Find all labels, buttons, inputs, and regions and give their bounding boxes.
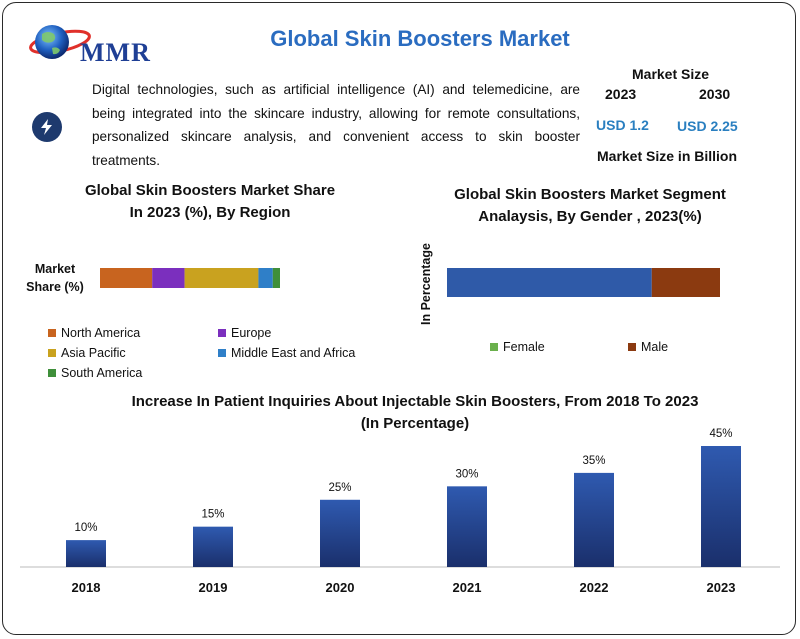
inquiries-tick-label-2020: 2020 xyxy=(326,580,355,595)
inquiries-tick-label-2019: 2019 xyxy=(199,580,228,595)
region-legend-item-north-america: North America xyxy=(48,326,140,340)
region-bar-segment-north-america xyxy=(100,268,153,288)
legend-label: Asia Pacific xyxy=(61,346,126,360)
lightning-icon xyxy=(32,112,62,142)
region-bar-segment-europe xyxy=(152,268,185,288)
market-size-unit: Market Size in Billion xyxy=(597,148,738,164)
gender-bar-segment-female xyxy=(447,268,652,297)
legend-label: North America xyxy=(61,326,141,340)
market-size-value-2030: USD 2.25 xyxy=(677,118,738,134)
logo-text: MMR xyxy=(80,38,151,67)
inquiries-data-label-2019: 15% xyxy=(201,509,224,521)
inquiries-bar-2021 xyxy=(447,486,487,567)
page-title: Global Skin Boosters Market xyxy=(270,26,570,51)
inquiries-chart-title: Increase In Patient Inquiries About Inje… xyxy=(0,391,800,435)
region-chart-category-label-line2: Share (%) xyxy=(26,280,84,294)
inquiries-bar-2020 xyxy=(320,499,360,567)
legend-label: Europe xyxy=(231,326,272,340)
gender-chart-title-line2: Analaysis, By Gender , 2023(%) xyxy=(478,208,702,225)
region-chart-title: Global Skin Boosters Market Share In 202… xyxy=(60,180,360,224)
legend-swatch xyxy=(218,329,226,337)
inquiries-tick-label-2023: 2023 xyxy=(707,580,736,595)
region-chart-title-line1: Global Skin Boosters Market Share xyxy=(84,182,336,199)
inquiries-tick-label-2021: 2021 xyxy=(453,580,482,595)
legend-swatch xyxy=(218,349,226,357)
gender-legend-item-male: Male xyxy=(628,340,668,354)
legend-swatch xyxy=(48,329,56,337)
region-bar-segment-asia-pacific xyxy=(184,268,259,288)
gender-chart-title: Global Skin Boosters Market Segment Anal… xyxy=(420,184,760,228)
legend-swatch xyxy=(490,343,498,351)
region-bar-segment-middle-east-and-africa xyxy=(258,268,273,288)
inquiries-data-label-2020: 25% xyxy=(328,482,351,494)
inquiries-data-label-2022: 35% xyxy=(582,455,605,467)
region-chart-category-label-line1: Market xyxy=(34,262,76,276)
region-legend-item-asia-pacific: Asia Pacific xyxy=(48,346,126,360)
market-size-title: Market Size xyxy=(632,66,710,82)
legend-label: Female xyxy=(503,340,545,354)
inquiries-tick-label-2018: 2018 xyxy=(72,580,101,595)
inquiries-bar-2019 xyxy=(193,526,233,567)
market-size-year-2030: 2030 xyxy=(699,86,731,102)
market-size-value-2023: USD 1.2 xyxy=(596,117,649,133)
inquiries-data-label-2018: 10% xyxy=(74,522,97,534)
mmr-logo: MMR xyxy=(22,18,172,68)
region-chart-title-line2: In 2023 (%), By Region xyxy=(129,204,291,221)
description-text: Digital technologies, such as artificial… xyxy=(92,82,580,168)
region-bar-segment-south-america xyxy=(272,268,280,288)
legend-label: South America xyxy=(61,366,143,380)
inquiries-bar-2022 xyxy=(574,472,614,567)
inquiries-bar-2023 xyxy=(701,446,741,567)
region-legend-item-europe: Europe xyxy=(218,326,271,340)
legend-swatch xyxy=(48,369,56,377)
region-legend-item-south-america: South America xyxy=(48,366,142,380)
region-legend-item-middle-east-and-africa: Middle East and Africa xyxy=(218,346,355,360)
inquiries-bar-2018 xyxy=(66,540,106,567)
inquiries-data-label-2023: 45% xyxy=(709,428,732,440)
gender-bar-segment-male xyxy=(651,268,720,297)
legend-label: Middle East and Africa xyxy=(231,346,356,360)
globe-icon xyxy=(29,25,91,59)
inquiries-tick-label-2022: 2022 xyxy=(580,580,609,595)
market-size-year-2023: 2023 xyxy=(605,86,637,102)
legend-swatch xyxy=(628,343,636,351)
region-chart-category-label: Market Share (%) xyxy=(20,260,90,296)
legend-swatch xyxy=(48,349,56,357)
inquiries-chart-title-line1: Increase In Patient Inquiries About Inje… xyxy=(131,393,699,410)
inquiries-data-label-2021: 30% xyxy=(455,468,478,480)
gender-chart-title-line1: Global Skin Boosters Market Segment xyxy=(454,186,726,203)
inquiries-chart-title-line2: (In Percentage) xyxy=(360,415,470,432)
legend-label: Male xyxy=(641,340,669,354)
gender-legend-item-female: Female xyxy=(490,340,545,354)
